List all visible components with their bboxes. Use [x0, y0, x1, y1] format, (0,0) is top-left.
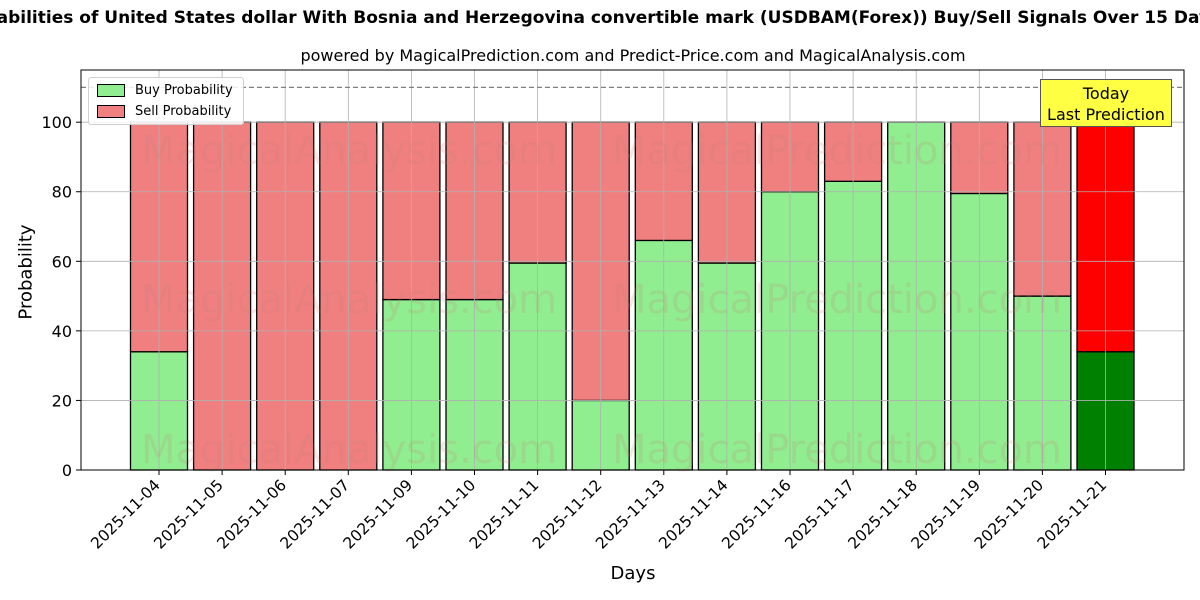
y-tick-label: 40 [52, 322, 72, 341]
chart-title: Probabilities of United States dollar Wi… [0, 8, 1200, 28]
y-tick-label: 60 [52, 252, 72, 271]
watermark: MagicalAnalysis.com [141, 427, 557, 473]
watermark: MagicalPrediction.com [612, 427, 1062, 473]
y-tick-label: 80 [52, 183, 72, 202]
sell-swatch-icon [97, 105, 125, 118]
today-annotation: Today Last Prediction [1040, 79, 1172, 127]
legend: Buy Probability Sell Probability [88, 77, 244, 125]
legend-buy-label: Buy Probability [135, 83, 233, 98]
watermark: MagicalPrediction.com [612, 277, 1062, 323]
y-tick-label: 20 [52, 391, 72, 410]
y-axis-label: Probability [15, 224, 37, 320]
y-tick-label: 100 [41, 113, 72, 132]
legend-item-buy: Buy Probability [97, 83, 233, 98]
buy-swatch-icon [97, 84, 125, 97]
x-axis-label: Days [610, 563, 656, 584]
annotation-line1: Today [1082, 84, 1130, 103]
chart-subtitle: powered by MagicalPrediction.com and Pre… [300, 46, 966, 65]
watermark: MagicalAnalysis.com [141, 128, 557, 174]
plot-frame [80, 69, 1185, 471]
legend-item-sell: Sell Probability [97, 104, 231, 119]
annotation-line2: Last Prediction [1047, 105, 1165, 124]
legend-sell-label: Sell Probability [135, 104, 232, 119]
y-tick-label: 0 [62, 461, 72, 480]
watermark: MagicalPrediction.com [612, 128, 1062, 174]
watermark: MagicalAnalysis.com [141, 277, 557, 323]
